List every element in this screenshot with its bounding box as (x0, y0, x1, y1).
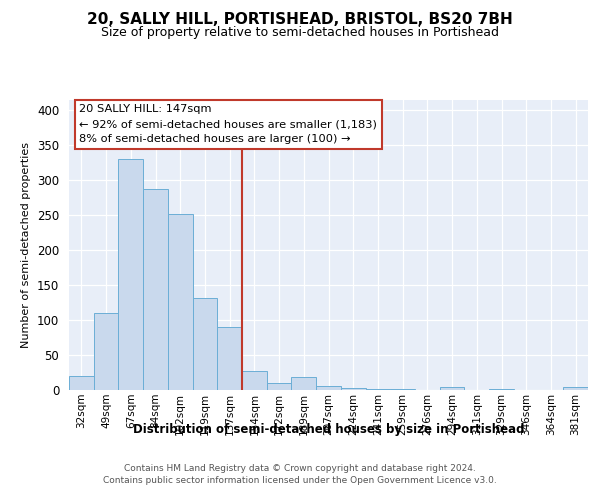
Bar (440, 387, 464, 390)
Y-axis label: Number of semi-detached properties: Number of semi-detached properties (22, 142, 31, 348)
Text: Size of property relative to semi-detached houses in Portishead: Size of property relative to semi-detach… (101, 26, 499, 39)
Bar (193, 298, 217, 390)
Bar (94, 313, 118, 390)
Text: Contains HM Land Registry data © Crown copyright and database right 2024.: Contains HM Land Registry data © Crown c… (124, 464, 476, 473)
Bar (563, 386, 588, 390)
Bar (143, 188, 168, 390)
Bar (168, 214, 193, 390)
Bar (341, 388, 365, 390)
Bar (489, 388, 514, 390)
Bar (242, 371, 267, 390)
Bar (365, 388, 390, 390)
Text: 20, SALLY HILL, PORTISHEAD, BRISTOL, BS20 7BH: 20, SALLY HILL, PORTISHEAD, BRISTOL, BS2… (87, 12, 513, 28)
Bar (316, 386, 341, 390)
Bar (217, 327, 242, 390)
Bar (69, 376, 94, 390)
Text: Distribution of semi-detached houses by size in Portishead: Distribution of semi-detached houses by … (133, 422, 524, 436)
Bar (292, 376, 316, 390)
Text: 20 SALLY HILL: 147sqm
← 92% of semi-detached houses are smaller (1,183)
8% of se: 20 SALLY HILL: 147sqm ← 92% of semi-deta… (79, 104, 377, 144)
Bar (267, 383, 292, 390)
Text: Contains public sector information licensed under the Open Government Licence v3: Contains public sector information licen… (103, 476, 497, 485)
Bar (118, 160, 143, 390)
